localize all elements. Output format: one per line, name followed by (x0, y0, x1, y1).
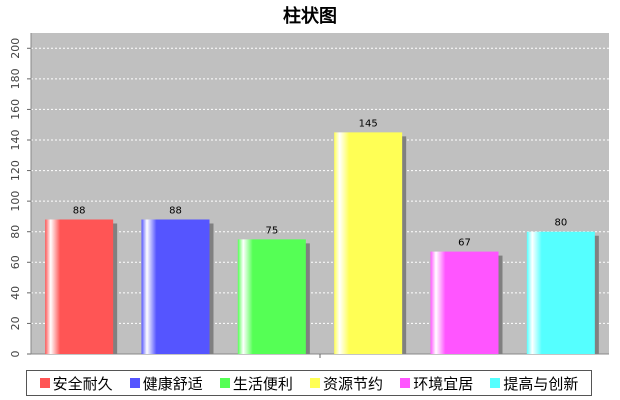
y-tick-label: 100 (9, 191, 22, 212)
bar (526, 231, 595, 354)
legend-label: 资源节约 (323, 374, 384, 393)
legend-item: 健康舒适 (129, 373, 203, 394)
bar (141, 219, 210, 354)
y-tick-label: 140 (9, 130, 22, 151)
legend-swatch (400, 378, 411, 388)
data-label: 67 (458, 238, 471, 249)
bar (334, 132, 403, 354)
y-tick-label: 0 (9, 351, 22, 358)
legend-label: 提高与创新 (503, 374, 579, 393)
legend-label: 安全耐久 (52, 374, 113, 393)
legend-item: 环境宜居 (400, 373, 473, 394)
plot-area (31, 33, 609, 354)
y-tick-label: 40 (9, 286, 22, 300)
legend-swatch (39, 378, 50, 388)
bar (237, 239, 306, 354)
legend-item: 安全耐久 (39, 373, 113, 394)
y-tick-label: 160 (9, 99, 22, 120)
data-label: 145 (359, 118, 378, 129)
legend-label: 环境宜居 (413, 374, 474, 393)
legend-swatch (219, 378, 230, 388)
bar-chart: 0 20 40 60 80 100 120 140 160 180 200 88 88 75 145 67 8… (9, 33, 609, 358)
y-tick-label: 60 (9, 255, 22, 269)
legend-item: 提高与创新 (490, 373, 578, 394)
data-label: 75 (265, 225, 278, 236)
legend-swatch (490, 378, 501, 388)
legend-item: 生活便利 (219, 373, 293, 394)
legend-swatch (129, 378, 140, 388)
legend-item: 资源节约 (310, 373, 383, 394)
bar (430, 251, 499, 354)
legend-label: 生活便利 (232, 374, 293, 393)
data-label: 88 (169, 205, 182, 216)
y-tick-label: 80 (9, 225, 22, 239)
legend-swatch (310, 378, 321, 388)
data-label: 88 (73, 205, 86, 216)
chart-title: 柱状图 (283, 6, 337, 27)
bar (45, 219, 114, 354)
y-tick-label: 200 (9, 38, 22, 59)
y-tick-label: 120 (9, 160, 22, 181)
y-tick-label: 20 (9, 316, 22, 330)
y-tick-label: 180 (9, 68, 22, 89)
legend-label: 健康舒适 (142, 374, 203, 393)
data-label: 80 (554, 218, 567, 229)
legend: 安全耐久 健康舒适 生活便利 资源节约 环境宜居 提高与创新 (26, 370, 592, 396)
